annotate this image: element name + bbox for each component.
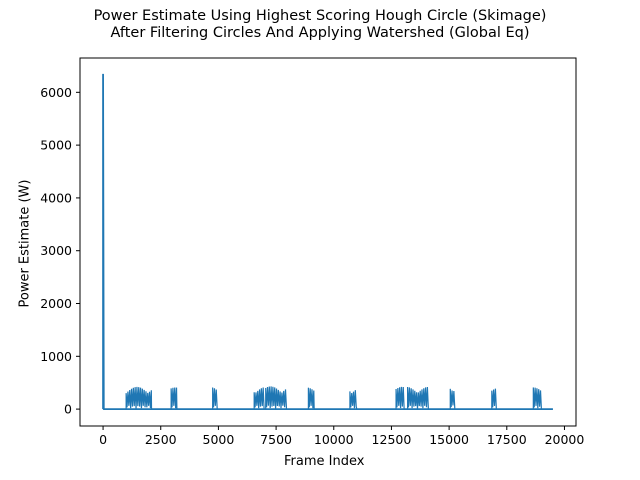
burst-1 — [170, 387, 178, 410]
burst-2 — [212, 387, 218, 410]
y-tick-label-2: 2000 — [40, 296, 72, 311]
burst-6 — [349, 390, 358, 410]
initial-spike — [102, 73, 105, 410]
burst-7 — [395, 386, 405, 410]
x-tick-label-3: 7500 — [260, 432, 292, 447]
x-tick-label-5: 12500 — [372, 432, 412, 447]
burst-3 — [253, 387, 265, 410]
burst-10 — [491, 388, 498, 410]
burst-5 — [307, 387, 315, 410]
chart-subtitle: After Filtering Circles And Applying Wat… — [110, 25, 530, 41]
x-tick-label-6: 15000 — [429, 432, 469, 447]
y-tick-label-0: 0 — [64, 402, 72, 417]
burst-4 — [265, 386, 288, 410]
burst-11 — [532, 387, 542, 410]
y-tick-label-1: 1000 — [40, 349, 72, 364]
burst-9 — [449, 388, 456, 410]
burst-8 — [406, 386, 429, 410]
x-tick-label-0: 0 — [99, 432, 107, 447]
x-tick-label-4: 10000 — [314, 432, 354, 447]
y-tick-label-5: 5000 — [40, 138, 72, 153]
x-axis-label: Frame Index — [284, 454, 365, 469]
chart-title: Power Estimate Using Highest Scoring Hou… — [93, 8, 547, 24]
x-tick-label-1: 2500 — [145, 432, 177, 447]
series-layer — [102, 73, 553, 411]
plot-frame — [79, 57, 577, 427]
series-0 — [102, 73, 553, 411]
y-tick-label-4: 4000 — [40, 190, 72, 205]
y-axis-label: Power Estimate (W) — [17, 179, 33, 308]
ticks-layer: 0 2500 5000 7500 10000 12500 15000 17500 20000 0 1… — [40, 85, 584, 447]
burst-0 — [125, 386, 153, 410]
y-tick-label-6: 6000 — [40, 85, 72, 100]
x-tick-label-8: 20000 — [545, 432, 585, 447]
x-tick-label-2: 5000 — [203, 432, 235, 447]
y-tick-label-3: 3000 — [40, 243, 72, 258]
x-tick-label-7: 17500 — [487, 432, 527, 447]
